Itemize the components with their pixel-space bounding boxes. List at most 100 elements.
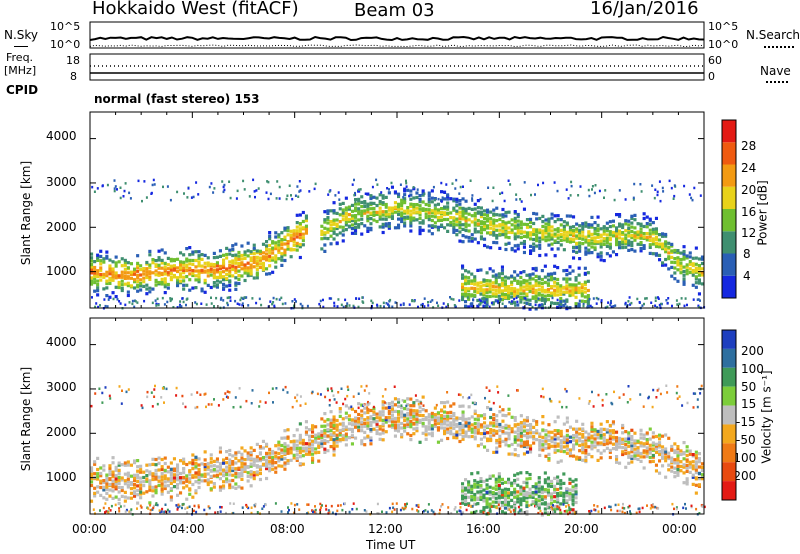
velocity-cell — [427, 503, 430, 506]
velocity-cell — [409, 404, 413, 408]
power-cell — [534, 291, 538, 295]
power-cell — [510, 230, 514, 235]
power-cell — [90, 279, 94, 283]
power-cell — [688, 251, 692, 255]
velocity-cell — [581, 440, 585, 444]
power-cell — [136, 279, 140, 284]
power-cell — [421, 193, 425, 197]
power-cell — [197, 272, 201, 276]
power-cell — [376, 303, 379, 307]
velocity-cell — [685, 463, 689, 467]
power-cell — [519, 271, 523, 275]
power-cell — [484, 305, 487, 308]
velocity-cell — [608, 429, 612, 433]
power-cell — [446, 211, 450, 215]
power-cell — [172, 273, 176, 278]
velocity-cell — [550, 508, 553, 511]
power-cell — [320, 247, 324, 251]
power-cell — [599, 245, 603, 249]
velocity-cell — [542, 395, 545, 399]
velocity-cell — [111, 489, 115, 493]
power-cell — [559, 286, 563, 290]
velocity-cell — [461, 410, 465, 414]
power-cell — [621, 242, 625, 246]
velocity-cell — [292, 456, 296, 460]
power-cell — [590, 223, 594, 227]
power-cell — [534, 299, 538, 304]
power-cell — [494, 275, 498, 279]
velocity-cell — [325, 508, 328, 511]
velocity-cell — [624, 443, 628, 447]
velocity-cell — [459, 502, 462, 505]
power-cell — [148, 275, 152, 279]
velocity-cell — [424, 425, 428, 429]
velocity-cell — [347, 388, 350, 391]
velocity-cell — [234, 471, 238, 476]
velocity-cell — [191, 461, 195, 466]
power-cell — [519, 275, 523, 280]
power-cell — [473, 221, 477, 225]
xlabel: Time UT — [366, 538, 416, 552]
power-cell — [658, 180, 661, 183]
power-cell — [591, 306, 594, 309]
velocity-cell — [378, 437, 382, 441]
velocity-cell — [676, 473, 680, 477]
power-cell — [223, 188, 226, 192]
velocity-cell — [446, 430, 450, 435]
velocity-cell — [314, 439, 318, 443]
power-cell — [176, 266, 180, 270]
power-cell — [482, 283, 486, 287]
velocity-cell — [546, 506, 550, 510]
xtick-00: 00:00 — [72, 522, 107, 536]
velocity-cell — [381, 406, 385, 410]
velocity-cell — [363, 443, 367, 447]
velocity-cell — [179, 491, 183, 495]
velocity-cell — [525, 450, 529, 454]
velocity-cell — [697, 471, 701, 475]
power-cell — [587, 223, 591, 227]
power-cell — [492, 208, 496, 212]
velocity-cell — [258, 405, 261, 408]
power-cell — [516, 281, 520, 285]
power-cell — [531, 277, 535, 281]
velocity-cell — [280, 464, 284, 468]
power-cell — [298, 232, 302, 236]
power-cell — [624, 236, 628, 240]
velocity-cell — [102, 496, 106, 500]
power-cell — [664, 240, 668, 244]
velocity-cell — [540, 491, 544, 495]
velocity-cell — [287, 506, 289, 509]
velocity-cell — [145, 463, 149, 467]
power-cell — [550, 278, 554, 282]
velocity-cell — [283, 456, 287, 461]
velocity-cell — [529, 435, 533, 439]
power-cell — [228, 269, 232, 273]
power-cell — [630, 236, 634, 240]
power-cell — [323, 236, 327, 240]
power-cell — [572, 256, 576, 260]
velocity-cell — [243, 462, 247, 466]
velocity-cell — [427, 427, 431, 431]
power-cell — [529, 244, 533, 248]
power-cell — [213, 305, 215, 308]
power-cell — [673, 257, 677, 261]
velocity-cell — [145, 469, 149, 473]
power-cell — [268, 234, 272, 238]
velocity-cell — [360, 403, 364, 407]
power-cell — [568, 231, 572, 235]
power-cell — [357, 207, 361, 211]
power-cell — [639, 249, 643, 253]
power-cell — [243, 188, 246, 191]
power-cell — [218, 280, 222, 284]
power-cell — [129, 197, 132, 200]
power-cell — [500, 276, 504, 281]
power-cell — [553, 214, 557, 218]
velocity-cell — [461, 489, 465, 493]
velocity-cell — [676, 461, 680, 465]
velocity-cell — [406, 403, 410, 407]
power-cell — [298, 229, 302, 233]
velocity-cell — [584, 445, 588, 449]
velocity-cell — [341, 423, 345, 427]
velocity-cell — [485, 490, 489, 494]
power-cell — [478, 298, 481, 301]
